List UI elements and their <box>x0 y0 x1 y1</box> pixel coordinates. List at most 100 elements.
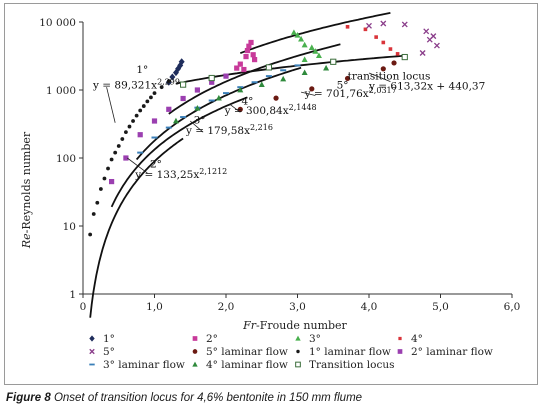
point-l3-8 <box>251 81 258 84</box>
point-s4-5 <box>345 24 350 29</box>
legend-marker-s1 <box>89 335 95 342</box>
point-l1-14 <box>138 108 143 113</box>
point-l5-5 <box>391 60 397 66</box>
point-s5-0-stroke-b <box>380 20 387 27</box>
slope-label-eq-4deg: 4° <box>241 96 253 108</box>
legend-marker-l5 <box>192 349 198 354</box>
y-tick-label: 10 000 <box>39 17 76 29</box>
legend-marker-s5-stroke-b <box>89 348 95 355</box>
legend-marker-l3 <box>89 363 95 366</box>
axes: 0 1,0 2,0 3,0 4,0 5,0 6,0 1 10 100 1 000 10 000 <box>39 17 520 313</box>
point-s5-1-stroke-b <box>401 21 408 28</box>
legend-label-l5: 5° laminar flow <box>206 346 288 358</box>
point-s3-2 <box>298 35 305 42</box>
point-l2-1 <box>123 155 129 161</box>
equation-label-eq-transition: y = 613,32x + 440,37 <box>368 80 485 92</box>
point-s5-6 <box>419 50 426 56</box>
x-tick-label: 1,0 <box>146 301 163 313</box>
trend-line-eq-1deg <box>89 137 184 318</box>
point-l3-6 <box>223 92 229 95</box>
figure-caption: Figure 8 Onset of transition locus for 4… <box>6 392 362 404</box>
y-axis-label-italic: Re <box>20 233 33 249</box>
point-s5-5 <box>433 42 440 49</box>
point-l1-18 <box>152 91 157 96</box>
legend-label-s2: 2° <box>206 333 218 345</box>
slope-label-eq-3deg: 3° <box>194 114 206 126</box>
point-s5-6-stroke-b <box>419 50 426 56</box>
point-l1-7 <box>113 150 118 155</box>
point-l2-4 <box>166 106 172 112</box>
point-s5-2-stroke-b <box>423 28 430 35</box>
point-l5-2 <box>309 86 315 92</box>
point-l1-12 <box>131 119 135 123</box>
legend-label-l2: 2° laminar flow <box>411 346 493 358</box>
point-l4-1 <box>194 104 201 111</box>
point-l1-11 <box>127 124 132 129</box>
x-tick-label: 2,0 <box>218 301 235 313</box>
leader-eq-2deg <box>127 157 148 174</box>
trend-line-eq-2deg <box>110 96 248 208</box>
point-s2-1 <box>237 61 243 67</box>
point-l1-15 <box>141 104 146 108</box>
point-s3-5 <box>312 48 319 54</box>
series-s5 <box>366 20 440 56</box>
y-tick-label: 1 <box>69 289 76 301</box>
leader-eq-3deg <box>189 120 204 133</box>
point-l1-9 <box>120 137 125 141</box>
y-tick-label: 1 000 <box>46 85 76 97</box>
point-s4-2 <box>381 40 386 45</box>
point-l1-6 <box>109 157 114 162</box>
point-l3-11 <box>294 64 301 67</box>
point-l4-0 <box>172 117 179 124</box>
point-l1-3 <box>98 187 103 191</box>
point-l1-13 <box>134 113 139 118</box>
point-l2-3 <box>151 118 158 124</box>
point-l1-4 <box>102 176 107 181</box>
caption-prefix: Figure 8 <box>6 392 51 404</box>
legend-marker-s3 <box>295 335 301 341</box>
point-s5-7 <box>366 22 372 29</box>
point-tl-0 <box>180 81 187 88</box>
leader-eq-5deg <box>300 91 316 96</box>
leader-eq-1deg <box>106 87 116 123</box>
equation-label-eq-4deg: y = 300,84x2,1448 <box>224 103 317 117</box>
point-s3-0 <box>290 29 297 35</box>
slope-label-eq-5deg: 5° <box>337 80 349 92</box>
point-l1-1 <box>91 212 96 216</box>
slope-label-eq-transition: transition locus <box>348 71 431 83</box>
point-l2-8 <box>223 73 229 79</box>
point-tl-2 <box>265 64 272 71</box>
point-l1-19 <box>159 85 164 90</box>
point-l2-5 <box>180 95 186 102</box>
legend-marker-l4 <box>192 361 198 367</box>
point-l5-1 <box>273 95 279 101</box>
point-tl-3 <box>330 58 337 65</box>
legend-marker-tl <box>295 361 301 368</box>
point-l2-2 <box>137 132 143 138</box>
x-axis-label-rest: -Froude number <box>256 319 348 332</box>
point-l4-5 <box>280 75 287 82</box>
point-s3-6 <box>315 52 322 59</box>
point-l1-20 <box>166 79 171 84</box>
point-l2-0 <box>109 178 115 185</box>
point-l4-3 <box>237 86 244 93</box>
legend-marker-s2 <box>192 336 198 341</box>
leader-eq-transition <box>368 72 391 82</box>
legend-label-l1: 1° laminar flow <box>309 346 391 358</box>
point-l4-7 <box>323 64 330 71</box>
point-s4-0 <box>363 27 368 32</box>
point-l1-16 <box>145 99 150 104</box>
figure-frame <box>4 3 538 385</box>
point-s1-5 <box>178 58 185 66</box>
equation-label-eq-5deg: y = 701,76x2,0317 <box>304 86 397 100</box>
point-s4-1 <box>374 35 378 39</box>
point-s5-1 <box>401 21 408 28</box>
point-s2-5 <box>246 43 252 49</box>
point-l5-0 <box>237 106 243 112</box>
x-axis-label-italic: Fr <box>242 319 257 332</box>
point-tl-4 <box>401 53 408 61</box>
point-tl-1 <box>208 74 215 82</box>
slope-label-eq-2deg: 2° <box>150 159 162 171</box>
point-l1-17 <box>149 95 153 100</box>
